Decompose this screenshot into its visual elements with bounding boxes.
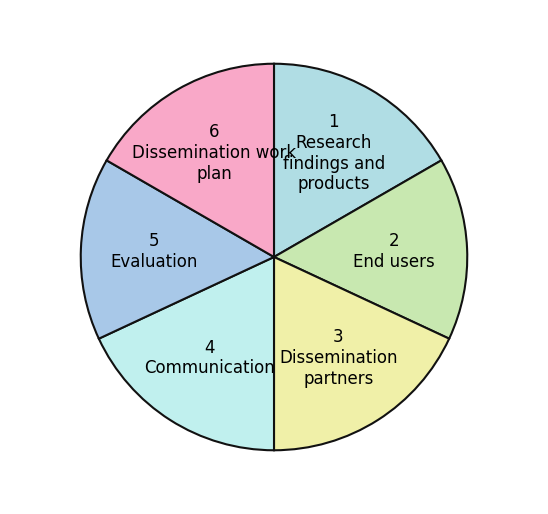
Text: 5
Evaluation: 5 Evaluation [111,232,198,271]
Text: 6
Dissemination work
plan: 6 Dissemination work plan [132,123,296,183]
Text: 2
End users: 2 End users [353,232,435,271]
Wedge shape [274,257,449,450]
Wedge shape [274,160,467,339]
Wedge shape [99,257,274,450]
Wedge shape [107,64,274,257]
Wedge shape [81,160,274,339]
Text: 3
Dissemination
partners: 3 Dissemination partners [279,328,398,388]
Text: 4
Communication: 4 Communication [144,339,275,377]
Wedge shape [274,64,441,257]
Text: 1
Research
findings and
products: 1 Research findings and products [283,113,385,193]
